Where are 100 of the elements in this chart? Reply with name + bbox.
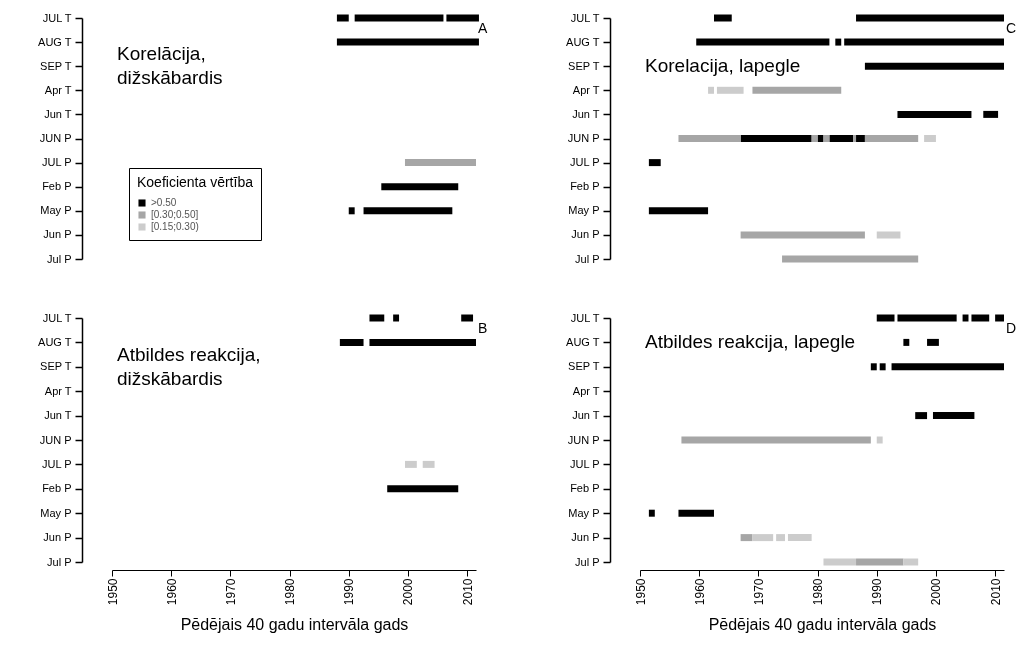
bar <box>983 110 999 118</box>
bar <box>971 314 990 322</box>
x-tick-label: 1980 <box>283 578 298 606</box>
annotation: Korelacija, lapegle <box>645 55 801 77</box>
x-tick-label: 1970 <box>223 578 238 606</box>
text: B <box>478 320 488 336</box>
x-tick-label: 1950 <box>105 578 120 606</box>
bar <box>387 485 459 493</box>
y-tick-label: AUG T <box>38 35 72 48</box>
text: D <box>1006 320 1017 336</box>
bar <box>924 135 936 142</box>
y-tick-label: JUL P <box>41 457 72 470</box>
x-tick-label: 1970 <box>751 578 766 606</box>
x-tick-label: 1990 <box>870 578 885 606</box>
y-tick-label: Apr T <box>572 384 600 397</box>
bar <box>932 412 975 420</box>
y-tick-label: May P <box>568 506 600 519</box>
bar <box>864 62 1004 70</box>
y-tick-label: JUL T <box>42 311 72 324</box>
bar <box>648 509 655 517</box>
x-tick-label: 2000 <box>929 578 944 606</box>
bar <box>903 558 919 566</box>
y-tick-label: Jun P <box>571 228 600 241</box>
bar <box>716 86 744 94</box>
x-tick-label: 1960 <box>692 578 707 606</box>
y-tick-label: Apr T <box>44 384 72 397</box>
y-tick-label: Feb P <box>42 482 72 495</box>
bar <box>835 38 842 46</box>
bar <box>752 534 774 542</box>
bar <box>876 314 895 322</box>
y-tick-label: JUN P <box>567 132 600 144</box>
bar <box>740 135 812 142</box>
bar <box>915 412 928 420</box>
bar <box>348 207 355 215</box>
text: C <box>1006 20 1017 36</box>
bar <box>393 314 400 322</box>
y-tick-label: Apr T <box>44 83 72 96</box>
bar <box>648 207 709 215</box>
y-tick-label: JUN P <box>39 433 72 446</box>
bar <box>339 338 364 346</box>
legend-title: Koeficienta vērtība <box>137 174 254 190</box>
y-tick-label: SEP T <box>568 360 600 373</box>
x-tick-label: 1960 <box>164 578 179 606</box>
bar <box>740 231 865 239</box>
y-tick-label: May P <box>40 506 72 519</box>
y-tick-label: Jun P <box>571 531 600 544</box>
bar <box>864 135 919 142</box>
bar <box>811 135 818 142</box>
y-tick-label: Jun T <box>44 409 72 422</box>
bar <box>678 135 741 142</box>
bar <box>927 338 939 346</box>
y-tick-label: AUG T <box>566 335 600 348</box>
legend-label: >0.50 <box>151 197 177 208</box>
bar <box>713 14 732 22</box>
bar <box>404 460 417 468</box>
y-tick-label: Jun T <box>44 107 72 120</box>
bar <box>369 314 385 322</box>
y-tick-label: SEP T <box>568 59 600 72</box>
x-tick-label: 2010 <box>988 578 1003 606</box>
bar <box>787 534 812 542</box>
bar <box>708 86 714 94</box>
y-tick-label: May P <box>568 204 600 217</box>
bar <box>422 460 435 468</box>
bar <box>891 363 1004 371</box>
bar <box>856 558 904 566</box>
bar <box>903 338 910 346</box>
x-tick-label: 1950 <box>633 578 648 606</box>
bar <box>853 135 857 142</box>
bar <box>856 14 1004 22</box>
bar <box>752 86 842 94</box>
x-tick-label: 2000 <box>401 578 416 606</box>
bar <box>381 183 459 191</box>
y-tick-label: JUN P <box>39 132 72 144</box>
bar <box>823 558 857 566</box>
x-tick-label: 1990 <box>342 578 357 606</box>
x-axis-title: Pēdējais 40 gadu intervāla gads <box>180 616 409 634</box>
legend-label: [0.15;0.30) <box>151 221 199 232</box>
bar <box>678 509 714 517</box>
bar <box>876 231 901 239</box>
x-axis-title: Pēdējais 40 gadu intervāla gads <box>708 616 937 634</box>
y-tick-label: AUG T <box>38 335 72 348</box>
y-tick-label: JUL T <box>570 311 600 324</box>
annotation: Korelācija, dižskābardis <box>117 43 223 89</box>
legend-label: [0.30;0.50] <box>151 209 199 220</box>
bar <box>995 314 1004 322</box>
bar <box>829 135 854 142</box>
y-tick-label: Jul P <box>575 252 600 265</box>
bar <box>648 159 661 167</box>
bar <box>354 14 444 22</box>
bar <box>776 534 786 542</box>
bar <box>363 207 453 215</box>
y-tick-label: JUN P <box>567 433 600 446</box>
bar <box>740 534 753 542</box>
y-tick-label: SEP T <box>40 59 72 72</box>
y-tick-label: Feb P <box>570 482 600 495</box>
y-tick-label: May P <box>40 204 72 217</box>
y-tick-label: JUL T <box>570 11 600 24</box>
y-tick-label: Jul P <box>47 555 72 568</box>
y-tick-label: Jul P <box>47 252 72 265</box>
bar <box>897 110 972 118</box>
